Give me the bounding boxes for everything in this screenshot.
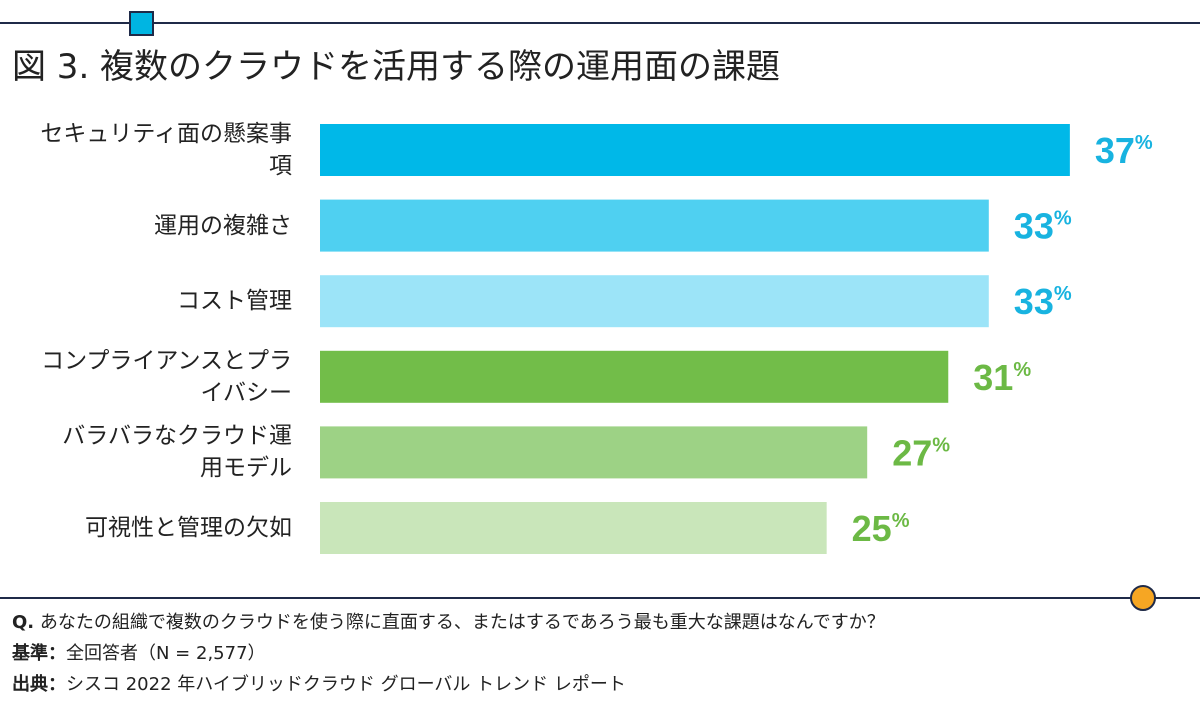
category-label: セキュリティ面の懸案事項 (40, 121, 292, 179)
category-text: コスト管理 (177, 288, 292, 315)
text: シスコ 2022 年ハイブリッドクラウド グローバル トレンド レポート (66, 674, 626, 695)
category-label: コスト管理 (40, 275, 292, 327)
bar (320, 124, 1070, 176)
value: 31 (973, 357, 1013, 398)
decor-circle (1130, 585, 1156, 611)
value-unit: % (1054, 208, 1072, 230)
value-unit: % (1135, 132, 1153, 154)
category-label: バラバラなクラウド運用モデル (40, 423, 292, 481)
value: 25 (852, 508, 892, 549)
bar (320, 350, 949, 403)
category-label: 可視性と管理の欠如 (40, 502, 292, 554)
value: 37 (1095, 130, 1135, 171)
value-unit: % (932, 434, 950, 456)
category-text: 可視性と管理の欠如 (85, 515, 292, 541)
value-label: 37% (1095, 130, 1153, 171)
value-label: 31% (973, 357, 1031, 398)
label: 出典： (12, 674, 66, 695)
value: 33 (1014, 281, 1054, 322)
value-unit: % (892, 510, 910, 532)
footer-source: 出典：シスコ 2022 年ハイブリッドクラウド グローバル トレンド レポート (12, 670, 626, 696)
text: 全回答者（N = 2,577） (66, 643, 266, 664)
text: あなたの組織で複数のクラウドを使う際に直面する、またはするであろう最も重大な課題… (39, 612, 885, 633)
category-text: セキュリティ面の懸案事項 (40, 121, 292, 179)
footer-question: Q. あなたの組織で複数のクラウドを使う際に直面する、またはするであろう最も重大… (12, 608, 885, 634)
value-unit: % (1054, 283, 1072, 305)
footer-base: 基準：全回答者（N = 2,577） (12, 639, 266, 665)
value: 33 (1014, 206, 1054, 247)
bar (320, 426, 868, 479)
label: 基準： (12, 643, 66, 664)
category-text: 運用の複雑さ (154, 212, 292, 239)
value-unit: % (1013, 359, 1031, 381)
chart-title: 図 3. 複数のクラウドを活用する際の運用面の課題 (12, 47, 780, 87)
decor-square (129, 11, 154, 36)
category-label: コンプライアンスとプライバシー (40, 348, 292, 406)
value-label: 33% (1014, 206, 1072, 247)
category-text: バラバラなクラウド運用モデル (62, 423, 292, 482)
value-label: 25% (852, 508, 910, 549)
bar (320, 199, 989, 252)
category-text: コンプライアンスとプライバシー (41, 347, 292, 406)
category-label: 運用の複雑さ (40, 200, 292, 252)
value-label: 27% (892, 432, 950, 473)
value: 27 (892, 432, 932, 473)
label: Q. (12, 612, 35, 633)
value-label: 33% (1014, 281, 1072, 322)
bar (320, 502, 827, 554)
bar (320, 275, 989, 328)
